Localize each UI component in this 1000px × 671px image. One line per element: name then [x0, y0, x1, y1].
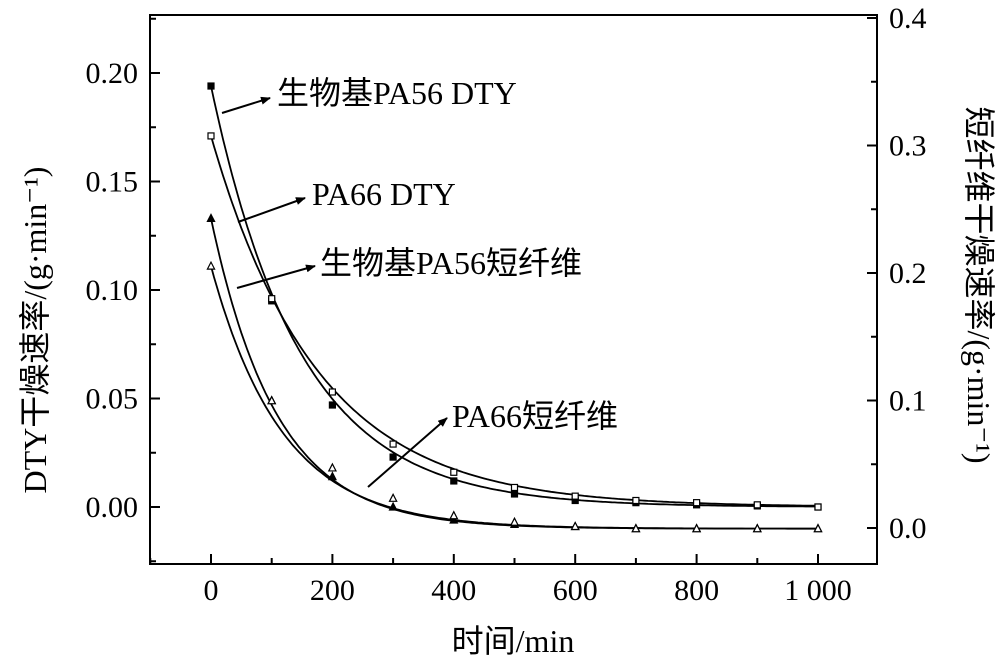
- data-point: [388, 501, 398, 511]
- data-point: [207, 82, 215, 90]
- data-point: [389, 440, 397, 448]
- x-axis-title: 时间/min: [452, 623, 575, 659]
- fit-curve-生物基PA56-DTY: [210, 85, 818, 508]
- left-y-axis-title: DTY干燥速率/(g·min⁻¹): [17, 167, 53, 494]
- data-point: [268, 295, 276, 303]
- fit-curves: [210, 85, 819, 530]
- data-point: [388, 493, 398, 502]
- left-y-tick-label: 0.00: [86, 491, 139, 524]
- annotation-pa66-staple: PA66短纤维: [452, 398, 618, 434]
- left-y-tick-label: 0.05: [86, 383, 139, 416]
- annotation-arrow-pa66-staple: [367, 417, 448, 488]
- annotation-pa66-dty: PA66 DTY: [312, 176, 456, 212]
- right-y-tick-label: 0.1: [889, 385, 927, 418]
- data-point: [510, 483, 519, 492]
- right-y-axis-title: 短纤维干燥速率/(g·min⁻¹): [961, 106, 997, 463]
- data-point: [450, 477, 458, 485]
- right-y-axis-ticks: 0.0 0.1 0.2 0.3 0.4: [867, 2, 927, 545]
- right-y-tick-label: 0.0: [889, 512, 927, 545]
- right-y-tick-label: 0.3: [889, 130, 927, 163]
- left-y-axis-ticks: 0.00 0.05 0.10 0.15 0.20: [86, 17, 160, 563]
- data-point: [328, 388, 336, 396]
- data-point: [389, 453, 397, 461]
- annotation-arrow-pa56-staple: [236, 264, 316, 289]
- data-point: [207, 132, 215, 140]
- data-point: [449, 514, 459, 524]
- left-y-tick-label: 0.20: [86, 57, 139, 90]
- data-point: [510, 490, 519, 498]
- data-point: [206, 260, 216, 270]
- x-axis-ticks: 0 200 400 600 800 1 000: [149, 554, 852, 607]
- annotation-pa56-dty: 生物基PA56 DTY: [277, 75, 517, 111]
- data-point: [570, 521, 580, 531]
- data-point: [753, 501, 761, 509]
- data-point: [327, 462, 337, 472]
- data-point: [509, 516, 520, 526]
- annotation-arrow-pa66-dty: [237, 197, 306, 223]
- x-tick-label: 1 000: [784, 574, 852, 607]
- data-point: [267, 395, 277, 405]
- x-tick-label: 800: [674, 574, 719, 607]
- x-tick-label: 0: [204, 574, 219, 607]
- data-point: [814, 503, 822, 511]
- data-point: [449, 510, 459, 520]
- x-tick-label: 200: [310, 574, 355, 607]
- x-tick-label: 600: [553, 574, 598, 607]
- x-tick-label: 400: [431, 574, 476, 607]
- data-markers: [206, 82, 823, 533]
- data-point: [450, 468, 458, 476]
- data-point: [328, 401, 336, 409]
- left-y-tick-label: 0.15: [86, 166, 139, 199]
- data-point: [752, 523, 762, 533]
- data-point: [206, 213, 216, 222]
- data-point: [692, 499, 701, 507]
- data-point: [631, 523, 641, 533]
- annotation-arrow-pa56-dty: [221, 96, 271, 114]
- annotation-pa56-staple: 生物基PA56短纤维: [320, 245, 582, 281]
- data-point: [692, 523, 702, 533]
- data-point: [632, 496, 640, 505]
- data-point: [327, 471, 337, 481]
- left-y-tick-label: 0.10: [86, 274, 139, 307]
- right-y-tick-label: 0.4: [889, 2, 927, 35]
- right-y-tick-label: 0.2: [889, 257, 927, 290]
- data-point: [571, 492, 579, 500]
- data-point: [813, 523, 823, 533]
